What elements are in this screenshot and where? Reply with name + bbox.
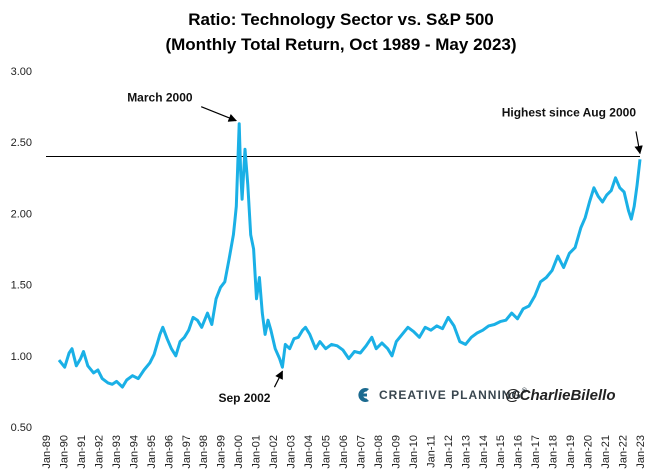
- y-tick-label: 2.00: [11, 208, 32, 220]
- x-tick-label: Jan-97: [181, 435, 193, 469]
- y-tick-label: 1.50: [11, 280, 32, 292]
- x-tick-label: Jan-21: [600, 435, 612, 469]
- y-tick-label: 3.00: [11, 66, 32, 78]
- creative-planning-logo: CREATIVE PLANNING®: [355, 386, 528, 404]
- x-tick-label: Jan-02: [268, 435, 280, 469]
- y-axis: 0.50 1.00 1.50 2.00 2.50 3.00: [11, 66, 32, 434]
- series-line: [57, 122, 642, 389]
- x-tick-label: Jan-95: [146, 435, 158, 469]
- x-tick-label: Jan-00: [233, 435, 245, 469]
- x-tick-label: Jan-01: [251, 435, 263, 469]
- x-tick-label: Jan-23: [635, 435, 647, 469]
- x-tick-label: Jan-90: [58, 435, 70, 469]
- x-tick-label: Jan-11: [425, 435, 437, 468]
- x-axis: Jan-89 Jan-90 Jan-91 Jan-92 Jan-93 Jan-94 Jan-…: [41, 435, 647, 469]
- x-tick-label: Jan-89: [41, 435, 53, 469]
- x-tick-label: Jan-18: [548, 435, 560, 469]
- x-tick-label: Jan-10: [408, 435, 420, 469]
- x-tick-label: Jan-14: [478, 435, 490, 469]
- x-tick-label: Jan-91: [76, 435, 88, 469]
- x-tick-label: Jan-92: [93, 435, 105, 469]
- x-tick-label: Jan-96: [163, 435, 175, 469]
- x-tick-label: Jan-07: [355, 435, 367, 469]
- x-tick-label: Jan-22: [618, 435, 630, 469]
- x-tick-label: Jan-04: [303, 435, 315, 469]
- x-tick-label: Jan-94: [128, 435, 140, 469]
- x-tick-label: Jan-09: [390, 435, 402, 469]
- x-tick-label: Jan-19: [565, 435, 577, 469]
- x-tick-label: Jan-12: [443, 435, 455, 469]
- x-tick-label: Jan-16: [513, 435, 525, 469]
- x-tick-label: Jan-17: [530, 435, 542, 469]
- x-tick-label: Jan-15: [495, 435, 507, 469]
- company-name: CREATIVE PLANNING®: [379, 388, 528, 402]
- chart-title: Ratio: Technology Sector vs. S&P 500: [188, 10, 493, 29]
- annotation-arrow: [200, 106, 237, 122]
- creative-planning-icon: [358, 388, 369, 402]
- annotation-arrow: [273, 370, 283, 388]
- annotations: March 2000 Sep 2002 Highest since Aug 2000: [127, 91, 643, 405]
- x-tick-label: Jan-20: [583, 435, 595, 469]
- y-tick-label: 2.50: [11, 137, 32, 149]
- annotation-label: March 2000: [127, 91, 193, 105]
- author-handle: @CharlieBilello: [505, 387, 616, 404]
- x-tick-label: Jan-98: [198, 435, 210, 469]
- x-tick-label: Jan-06: [338, 435, 350, 469]
- x-tick-label: Jan-08: [373, 435, 385, 469]
- y-tick-label: 0.50: [11, 422, 32, 434]
- annotation-label: Sep 2002: [218, 391, 270, 405]
- annotation-arrow: [634, 131, 643, 155]
- x-tick-label: Jan-93: [111, 435, 123, 469]
- x-tick-label: Jan-13: [460, 435, 472, 469]
- x-tick-label: Jan-05: [321, 435, 333, 469]
- x-tick-label: Jan-99: [216, 435, 228, 469]
- y-tick-label: 1.00: [11, 351, 32, 363]
- annotation-label: Highest since Aug 2000: [502, 105, 637, 119]
- x-tick-label: Jan-03: [286, 435, 298, 469]
- chart-subtitle: (Monthly Total Return, Oct 1989 - May 20…: [165, 35, 516, 54]
